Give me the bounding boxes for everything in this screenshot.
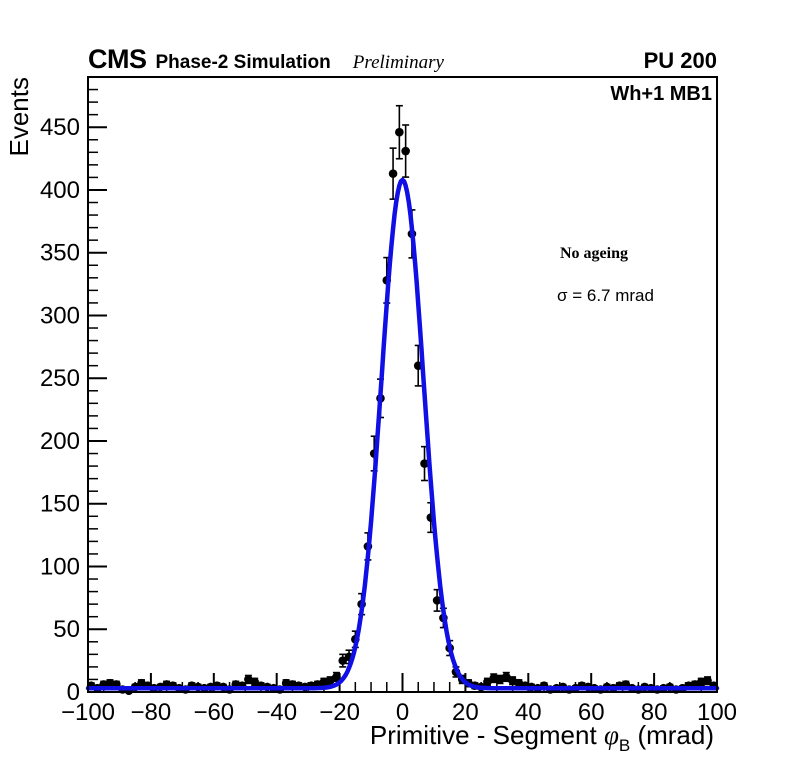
data-point (420, 459, 429, 468)
cms-logo-text: CMS (88, 44, 147, 74)
data-point (395, 127, 404, 137)
data-point (432, 596, 442, 605)
phi-symbol: φ (603, 720, 619, 750)
x-tick-label: −20 (319, 699, 360, 726)
x-tick-label: −80 (131, 699, 172, 726)
y-tick-label: 350 (40, 240, 80, 267)
x-tick-label: 60 (578, 699, 605, 726)
data-point (401, 146, 410, 156)
data-point (325, 676, 335, 686)
pileup-label: PU 200 (643, 48, 717, 73)
x-tick-label: 80 (641, 699, 668, 726)
x-tick-label: 40 (515, 699, 542, 726)
y-tick-label: 100 (40, 553, 80, 580)
x-tick-label: −40 (256, 699, 297, 726)
y-tick-label: 150 (40, 491, 80, 518)
region-label: Wh+1 MB1 (610, 83, 712, 105)
preliminary-label: Preliminary (352, 52, 444, 73)
x-title-suffix: (mrad) (630, 720, 714, 750)
plot-frame (87, 76, 718, 693)
annotation-ageing: No ageing (560, 245, 628, 262)
y-tick-label: 450 (40, 114, 80, 141)
data-point (338, 656, 348, 665)
y-tick-label: 300 (40, 302, 80, 329)
plot-header: CMS Phase-2 Simulation Preliminary PU 20… (88, 46, 717, 73)
y-tick-label: 200 (40, 428, 80, 455)
annotation-sigma: σ = 6.7 mrad (557, 286, 654, 305)
x-tick-label: −100 (61, 699, 115, 726)
y-tick-label: 0 (67, 679, 80, 706)
y-axis-title: Events (4, 77, 34, 157)
x-title-prefix: Primitive - Segment (369, 720, 604, 750)
x-axis-title: Primitive - Segment φB (mrad) (369, 720, 714, 755)
y-tick-label: 50 (53, 616, 80, 643)
phi-subscript: B (618, 736, 631, 755)
y-tick-label: 250 (40, 365, 80, 392)
data-point (332, 672, 341, 682)
fit-curve (85, 177, 720, 691)
axis-tick-labels: −100 −80 −60 −40 −20 0 20 40 60 80 100 0 50 100 150 200… (40, 114, 737, 726)
data-point (703, 676, 712, 686)
axis-ticks (87, 76, 718, 693)
x-tick-label: −60 (193, 699, 234, 726)
data-point (250, 677, 259, 687)
data-point (388, 169, 398, 178)
x-tick-label: 0 (396, 699, 409, 726)
data-markers (86, 127, 719, 696)
error-bars (87, 104, 718, 693)
y-tick-label: 400 (40, 177, 80, 204)
data-point (483, 677, 492, 687)
data-point (501, 672, 511, 682)
x-tick-label: 100 (697, 699, 737, 726)
x-tick-label: 20 (452, 699, 479, 726)
simulation-label: Phase-2 Simulation (155, 52, 331, 73)
